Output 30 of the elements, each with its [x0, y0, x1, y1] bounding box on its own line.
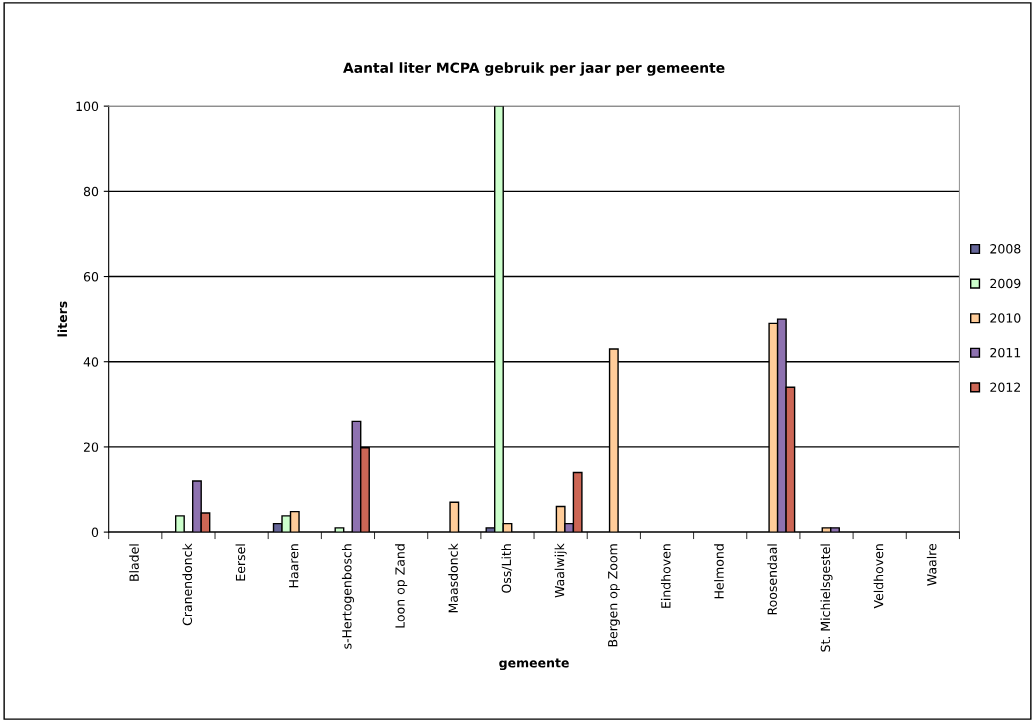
x-tick-label: Helmond — [714, 544, 724, 599]
legend-label: 2009 — [990, 278, 1021, 289]
chart-title: Aantal liter MCPA gebruik per jaar per gemeente — [343, 62, 725, 76]
x-tick-label: Oss/Lith — [501, 544, 513, 593]
x-tick-label: Loon op Zand — [395, 544, 408, 628]
x-axis-title: gemeente — [499, 658, 569, 671]
y-tick-label: 80 — [83, 186, 99, 197]
y-tick-label: 60 — [83, 272, 99, 282]
x-tick-label: s-Hertogenbosch — [341, 544, 354, 649]
x-tick-label: Veldhoven — [873, 544, 884, 609]
x-tick-label: Haaren — [289, 544, 299, 588]
y-axis-title: liters — [57, 301, 68, 337]
x-tick-label: Maasdonck — [448, 543, 458, 613]
x-tick-label: Bergen op Zoom — [608, 544, 620, 647]
legend-label: 2011 — [990, 347, 1021, 358]
y-tick-label: 0 — [91, 527, 99, 538]
x-tick-label: Eindhoven — [660, 544, 671, 608]
y-tick-label: 20 — [83, 442, 99, 452]
legend-label: 2008 — [990, 244, 1021, 254]
y-tick-label: 40 — [83, 357, 99, 367]
x-tick-label: Eersel — [235, 544, 246, 581]
x-tick-label: Roosendaal — [767, 544, 777, 615]
x-tick-label: St. Michielsgestel — [820, 544, 833, 652]
x-tick-label: Waalre — [926, 543, 937, 586]
legend-label: 2012 — [990, 382, 1020, 392]
legend-label: 2010 — [990, 313, 1021, 323]
y-tick-label: 100 — [76, 101, 99, 112]
x-tick-label: Bladel — [129, 544, 139, 581]
x-tick-label: Cranendonck — [182, 543, 193, 626]
x-tick-label: Waalwijk — [554, 543, 567, 598]
